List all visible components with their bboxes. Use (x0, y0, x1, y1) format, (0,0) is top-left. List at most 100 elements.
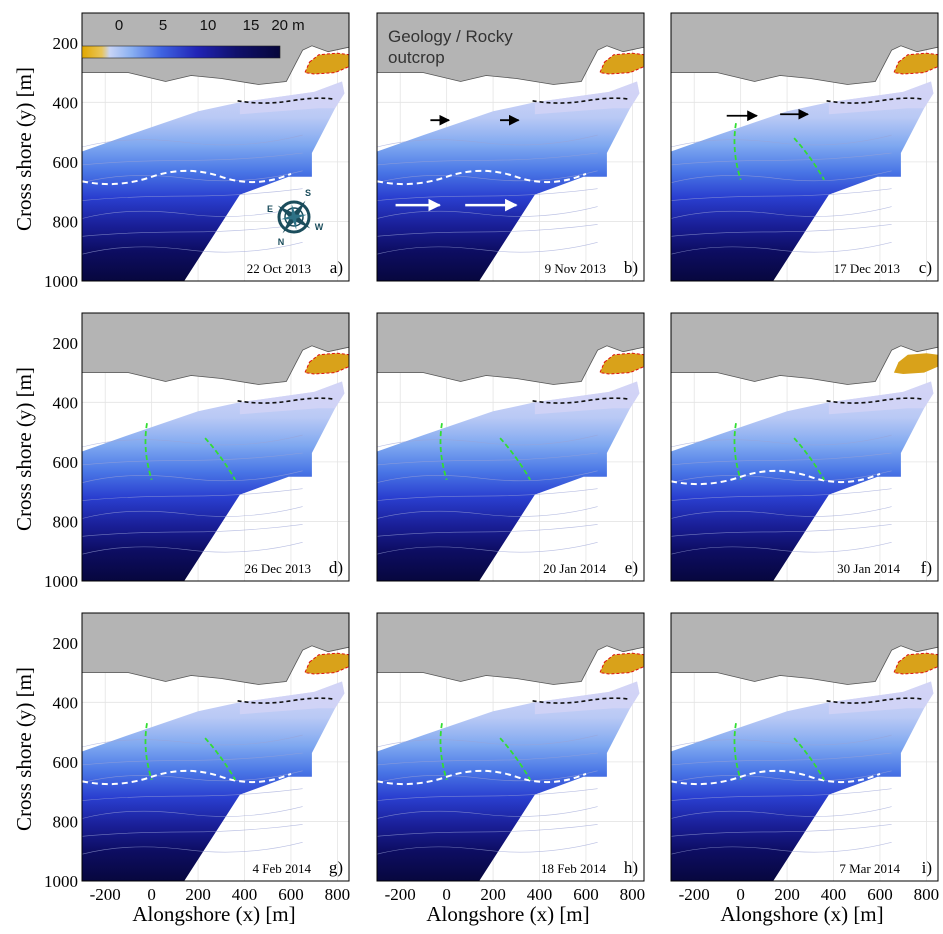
shoreline-contour (237, 97, 336, 104)
panel-letter: d) (329, 558, 343, 577)
rocky-outcrop (304, 352, 349, 375)
colorbar-gradient (81, 45, 281, 59)
panel-letter: i) (922, 858, 932, 877)
sandbar-crest-line (671, 469, 881, 486)
depth-contour-4 (671, 506, 892, 519)
y-tick-label: 800 (53, 212, 79, 231)
rocky-outcrop (599, 652, 644, 675)
panel-g: 4 Feb 2014 g) 200 400 600 800 1000 -200 0 200 400 6… (44, 612, 350, 904)
depth-contour-5 (82, 224, 303, 237)
sandbar-crest-line (82, 169, 292, 186)
panel-letter: g) (329, 858, 343, 877)
depth-contour-6 (671, 542, 892, 555)
x-axis-labels: Alongshore (x) [m] Alongshore (x) [m] Al… (132, 902, 883, 926)
panel-letter: e) (625, 558, 638, 577)
rocky-outcrop (304, 52, 349, 75)
panel-frame (376, 612, 645, 882)
depth-contour-4 (671, 206, 892, 219)
rip-channel-line-2 (499, 437, 531, 481)
shoreline-contour (826, 97, 925, 104)
sandbar-crest-line (377, 169, 587, 186)
panel-frame (670, 612, 939, 882)
rip-channel-line-2 (793, 737, 825, 781)
bathymetry-field (671, 81, 934, 281)
x-tick-label: 600 (573, 885, 599, 904)
panel-frame (670, 12, 939, 282)
depth-contour-5 (377, 524, 598, 537)
depth-colorbar: 0 5 10 15 20 m (81, 17, 305, 59)
depth-contour-6 (82, 242, 303, 255)
depth-contour-6 (377, 842, 598, 855)
land-area (671, 313, 938, 385)
depth-contour-6 (377, 242, 598, 255)
y-tick-label: 1000 (44, 872, 78, 891)
depth-contour-3 (82, 788, 303, 801)
depth-contour-3 (377, 788, 598, 801)
compass-e: E (267, 204, 273, 214)
panel-date: 17 Dec 2013 (834, 261, 900, 276)
depth-contour-0 (82, 734, 303, 748)
shallow-zone (534, 81, 640, 115)
depth-contour-1 (82, 752, 303, 766)
land-area (82, 613, 349, 685)
compass-n: N (278, 237, 285, 247)
colorbar-tick-10: 10 (200, 17, 217, 34)
shallow-zone (239, 681, 345, 715)
rip-channel-line-1 (733, 423, 742, 481)
x-axis-label-col1: Alongshore (x) [m] (132, 902, 295, 926)
depth-contour-3 (377, 188, 598, 201)
panel-frame (670, 312, 939, 582)
depth-contour-4 (377, 206, 598, 219)
depth-contour-4 (82, 806, 303, 819)
rip-channel-line-1 (144, 723, 153, 781)
land-area (377, 613, 644, 685)
y-tick-label: 200 (53, 34, 79, 53)
bathymetry-field (377, 381, 640, 581)
colorbar-tick-5: 5 (159, 17, 167, 34)
rip-channel-line-1 (733, 123, 742, 181)
bathymetry-field (377, 681, 640, 881)
x-tick-label: 200 (480, 885, 506, 904)
sandbar-crest-line (671, 769, 881, 786)
depth-contour-0 (671, 134, 892, 148)
panel-e: 20 Jan 2014 e) (376, 312, 645, 582)
depth-contour-0 (377, 434, 598, 448)
rocky-outcrop (893, 52, 938, 75)
panel-frame (376, 12, 645, 282)
shallow-zone (828, 381, 934, 415)
panel-frame (81, 312, 350, 582)
rip-channel-line-1 (733, 723, 742, 781)
panel-f: 30 Jan 2014 f) (670, 312, 939, 582)
x-tick-label: 600 (278, 885, 304, 904)
bathymetry-field (671, 681, 934, 881)
x-tick-label: 200 (185, 885, 211, 904)
x-tick-label: 600 (867, 885, 893, 904)
rip-channel-line-1 (439, 723, 448, 781)
depth-contour-2 (671, 170, 892, 183)
shallow-zone (239, 81, 345, 115)
depth-contour-5 (377, 824, 598, 837)
depth-contour-6 (377, 542, 598, 555)
land-area (671, 613, 938, 685)
compass-rose-icon: S N E W (267, 188, 324, 247)
land-area (82, 313, 349, 385)
bathymetry-field (82, 81, 345, 281)
rip-channel-line-1 (439, 423, 448, 481)
depth-contour-0 (671, 434, 892, 448)
shoreline-contour (532, 397, 631, 404)
rocky-outcrop (893, 652, 938, 675)
y-tick-label: 600 (53, 153, 79, 172)
depth-contour-0 (377, 734, 598, 748)
depth-contour-5 (82, 524, 303, 537)
geology-annotation-line1: Geology / Rocky (388, 27, 513, 46)
depth-contour-1 (82, 452, 303, 466)
x-tick-label: 0 (736, 885, 745, 904)
x-tick-label: -200 (385, 885, 416, 904)
y-axis-label-row1: Cross shore (y) [m] (12, 67, 36, 231)
depth-contour-3 (82, 188, 303, 201)
shoreline-contour (237, 397, 336, 404)
x-axis-label-col3: Alongshore (x) [m] (720, 902, 883, 926)
rip-channel-line-2 (204, 737, 236, 781)
compass-s: S (305, 188, 311, 198)
